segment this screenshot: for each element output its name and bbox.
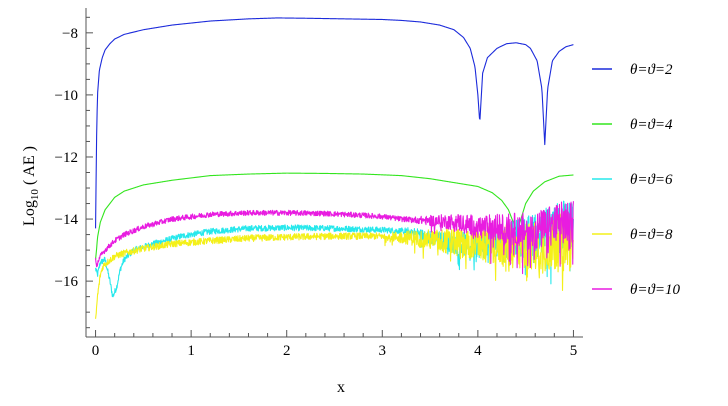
series-line-4 xyxy=(95,213,574,319)
series-line-2 xyxy=(95,172,574,260)
legend-label-5: θ=ϑ=10 xyxy=(630,282,680,298)
plot-frame xyxy=(85,8,583,338)
y-tick-label: −8 xyxy=(62,26,78,42)
y-axis-label-base: Log xyxy=(21,200,38,226)
ticks-layer: 0 1 2 3 4 5 −16 −14 −12 −10 −8 xyxy=(55,16,578,359)
y-tick-label: −12 xyxy=(55,150,78,166)
legend-label-1: θ=ϑ=2 xyxy=(630,62,673,78)
x-tick-label: 5 xyxy=(570,343,578,359)
series-line-1 xyxy=(95,17,574,229)
y-tick-label: −10 xyxy=(55,88,78,104)
x-axis-label: x xyxy=(337,379,345,396)
legend-label-3: θ=ϑ=6 xyxy=(630,172,673,188)
series-layer xyxy=(95,17,574,319)
x-tick-label: 3 xyxy=(379,343,387,359)
x-tick-label: 1 xyxy=(187,343,195,359)
y-axis-label-subscript: 10 xyxy=(29,189,41,201)
legend: θ=ϑ=2 θ=ϑ=4 θ=ϑ=6 θ=ϑ=8 θ=ϑ=10 xyxy=(592,62,680,298)
y-tick-label: −14 xyxy=(55,212,79,228)
x-tick-label: 0 xyxy=(92,343,100,359)
x-tick-label: 2 xyxy=(283,343,291,359)
x-tick-label: 4 xyxy=(474,343,482,359)
legend-label-4: θ=ϑ=8 xyxy=(630,227,673,243)
legend-label-2: θ=ϑ=4 xyxy=(630,117,673,133)
series-line-5 xyxy=(95,201,574,275)
y-tick-label: −16 xyxy=(55,274,79,290)
y-axis-label: Log10 ( AE ) xyxy=(21,146,41,226)
y-axis-label-rest: ( AE ) xyxy=(21,146,38,189)
